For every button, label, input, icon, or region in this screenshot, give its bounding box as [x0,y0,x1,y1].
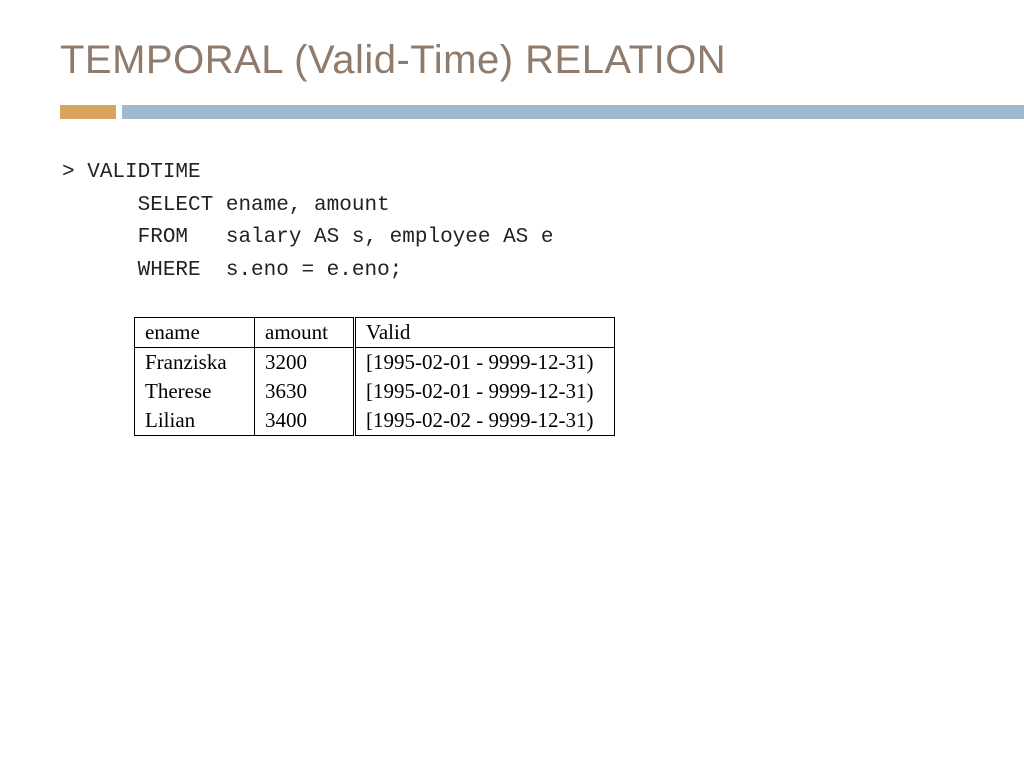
cell-ename: Lilian [135,406,255,436]
divider-accent [60,105,116,119]
table-row: Lilian 3400 [1995-02-02 - 9999-12-31) [135,406,615,436]
col-header-ename: ename [135,318,255,348]
result-table: ename amount Valid Franziska 3200 [1995-… [134,317,615,436]
cell-amount: 3200 [255,348,355,378]
cell-valid: [1995-02-02 - 9999-12-31) [355,406,615,436]
table-row: Franziska 3200 [1995-02-01 - 9999-12-31) [135,348,615,378]
table-header-row: ename amount Valid [135,318,615,348]
divider-bar [122,105,1024,119]
cell-amount: 3400 [255,406,355,436]
cell-valid: [1995-02-01 - 9999-12-31) [355,377,615,406]
result-table-wrap: ename amount Valid Franziska 3200 [1995-… [134,317,964,436]
prompt-symbol: > [62,161,75,184]
cell-valid: [1995-02-01 - 9999-12-31) [355,348,615,378]
cell-ename: Therese [135,377,255,406]
cell-amount: 3630 [255,377,355,406]
divider [60,105,1024,119]
sql-code-block: > VALIDTIME SELECT ename, amount FROM sa… [62,157,964,287]
table-row: Therese 3630 [1995-02-01 - 9999-12-31) [135,377,615,406]
slide: { "title": { "text": "TEMPORAL (Valid-Ti… [0,0,1024,768]
slide-title: TEMPORAL (Valid-Time) RELATION [60,38,964,83]
col-header-valid: Valid [355,318,615,348]
code-line-3: FROM salary AS s, employee AS e [138,226,554,249]
cell-ename: Franziska [135,348,255,378]
code-line-1: VALIDTIME [87,161,200,184]
code-line-2: SELECT ename, amount [138,194,390,217]
col-header-amount: amount [255,318,355,348]
code-line-4: WHERE s.eno = e.eno; [138,259,403,282]
